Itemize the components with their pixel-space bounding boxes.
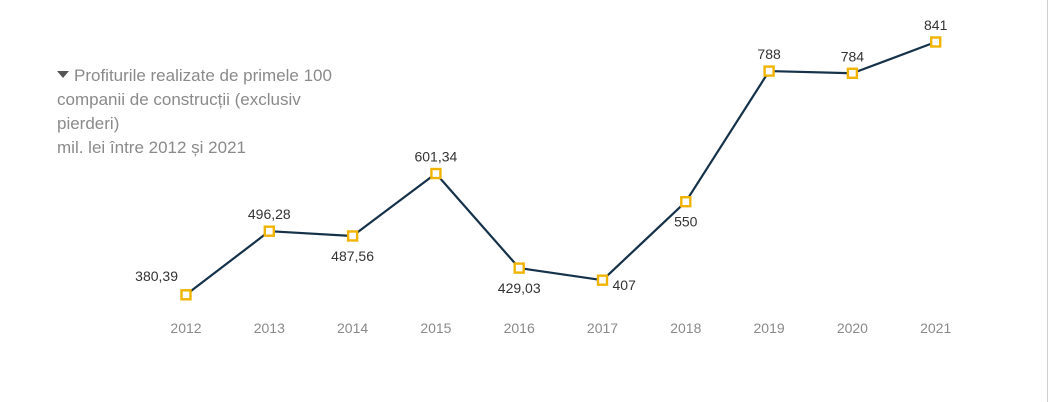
legend-text-3: mil. lei între 2012 și 2021 [57,138,246,157]
x-tick-label-2020: 2020 [837,320,868,336]
data-label-2017: 407 [613,277,637,293]
legend-text-2: companii de construcții (exclusiv pierde… [57,90,301,133]
data-point-2019 [763,65,775,77]
x-axis: 2012 2013 2014 2015 2016 2017 2018 2019 2020 2021 [170,320,951,336]
data-label-2016: 429,03 [498,280,541,296]
data-point-2014 [346,230,359,242]
data-label-2019: 788 [757,46,781,62]
data-label-2013: 496,28 [248,206,291,222]
data-point-2012 [180,289,192,301]
data-point-2017 [596,274,609,286]
triangle-down-icon [57,71,69,78]
x-tick-label-2016: 2016 [504,320,535,336]
data-label-2015: 601,34 [414,149,457,165]
data-point-2016 [513,262,525,274]
x-tick-label-2014: 2014 [337,320,368,336]
data-point-2015 [430,167,442,180]
data-label-2018: 550 [674,214,698,230]
data-label-2012: 380,39 [135,268,178,284]
legend-line-1: Profiturile realizate de primele 100 [57,64,357,88]
data-label-2020: 784 [841,48,865,64]
x-tick-label-2013: 2013 [254,320,285,336]
x-tick-label-2012: 2012 [170,320,201,336]
data-label-layer: 380,39 496,28 487,56 601,34 429,03 407 550 788 7… [135,17,947,296]
x-tick-label-2021: 2021 [920,320,951,336]
series-line [185,40,937,296]
line-layer [185,40,937,296]
data-point-2021 [930,36,942,48]
data-point-2013 [263,225,275,237]
x-tick-label-2019: 2019 [754,320,785,336]
legend-text-1: Profiturile realizate de primele 100 [74,66,332,85]
legend: Profiturile realizate de primele 100 com… [57,64,357,160]
data-label-2021: 841 [924,17,948,33]
x-tick-label-2018: 2018 [670,320,701,336]
data-point-2020 [846,67,859,79]
data-label-2014: 487,56 [331,248,374,264]
x-tick-label-2015: 2015 [420,320,451,336]
marker-layer [180,36,942,301]
x-tick-label-2017: 2017 [587,320,618,336]
data-point-2018 [680,196,692,208]
